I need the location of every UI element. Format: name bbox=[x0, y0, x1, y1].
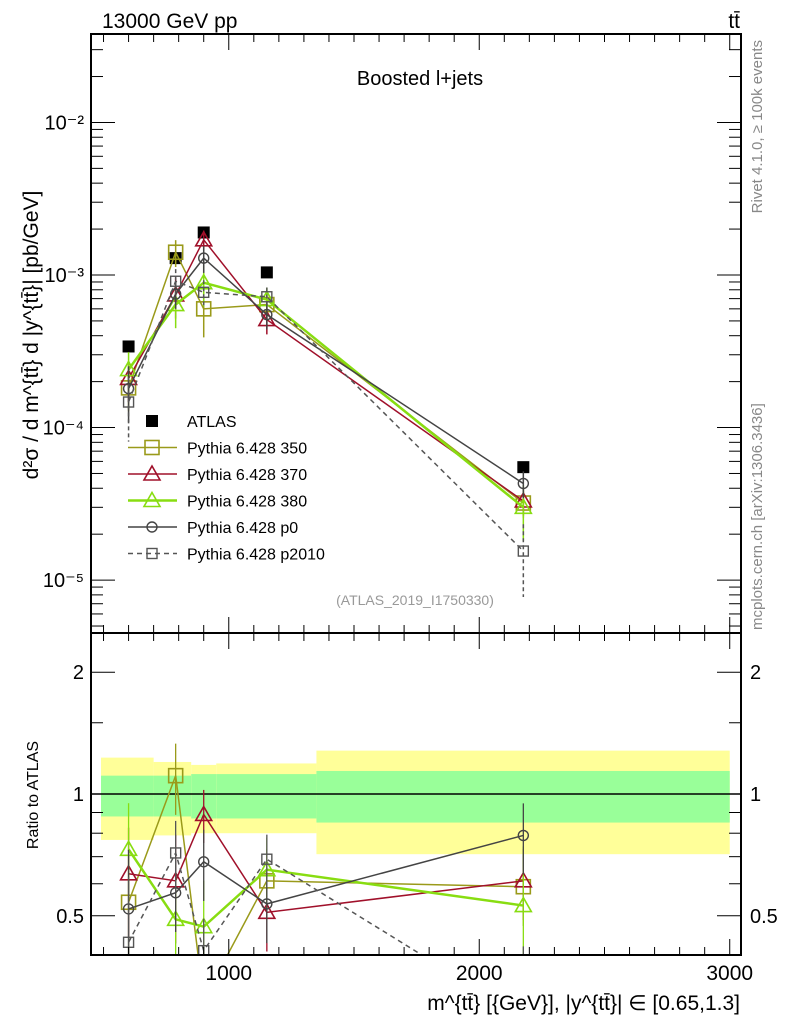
data-point-marker bbox=[198, 286, 210, 299]
analysis-id: (ATLAS_2019_I1750330) bbox=[336, 592, 494, 608]
data-point-marker bbox=[142, 490, 162, 508]
data-point-marker bbox=[142, 464, 162, 481]
ratio-plot-data bbox=[119, 743, 533, 1007]
data-point-marker bbox=[261, 853, 273, 865]
data-point-marker bbox=[122, 396, 135, 408]
data-point-marker bbox=[197, 993, 211, 1007]
data-point-marker bbox=[260, 266, 273, 279]
series-pythia-6.428-380 bbox=[119, 265, 533, 542]
legend-label: Pythia 6.428 350 bbox=[187, 441, 307, 458]
main-frame bbox=[90, 33, 742, 634]
legend-entry: Pythia 6.428 p0 bbox=[128, 520, 298, 537]
data-point-marker bbox=[194, 804, 214, 822]
data-point-marker bbox=[146, 415, 158, 427]
axes: 1000 2000 3000 10⁻² 10⁻³ 10⁻⁴ 10⁻⁵ 2 2 1 1 0.5 0.5 bbox=[43, 33, 778, 985]
rivet-label: Rivet 4.1.0, ≥ 100k events bbox=[749, 40, 766, 213]
xlabel: m^{tt̄} [{GeV}], |y^{tt̄}| ∈ [0.65,1.3] bbox=[427, 992, 740, 1015]
ratio-ylabel: Ratio to ATLAS bbox=[25, 741, 42, 849]
y-tick-label: 10⁻³ bbox=[45, 265, 85, 287]
legend-label: Pythia 6.428 380 bbox=[187, 494, 307, 511]
data-point-marker bbox=[198, 252, 210, 264]
data-point-marker bbox=[517, 477, 530, 490]
data-point-marker bbox=[167, 767, 184, 784]
data-point-marker bbox=[169, 847, 182, 859]
y-tick-label: 10⁻² bbox=[45, 112, 85, 134]
stat-uncertainty-band bbox=[101, 775, 154, 817]
legend-label: ATLAS bbox=[187, 414, 237, 431]
stat-uncertainty-band bbox=[153, 775, 192, 817]
ratio-series-pythia-6.428-p0 bbox=[122, 803, 530, 955]
series-pythia-6.428-370 bbox=[119, 230, 533, 516]
ratio-y-tick-label: 2 bbox=[73, 662, 84, 684]
data-point-marker bbox=[261, 898, 273, 910]
data-point-marker bbox=[198, 856, 210, 868]
legend-entry: Pythia 6.428 p2010 bbox=[128, 547, 325, 564]
main-plot-data bbox=[119, 226, 533, 597]
header-process: tt̄ bbox=[728, 10, 740, 33]
legend-label: Pythia 6.428 p2010 bbox=[187, 547, 325, 564]
series-line bbox=[127, 250, 524, 504]
x-tick-label: 3000 bbox=[706, 962, 753, 985]
ratio-y-tick-label-right: 0.5 bbox=[750, 906, 778, 928]
mcplots-label: mcplots.cern.ch [arXiv:1306.3436] bbox=[749, 403, 766, 630]
y-tick-label: 10⁻⁴ bbox=[43, 418, 84, 440]
ratio-y-tick-label-right: 1 bbox=[750, 784, 761, 806]
data-point-marker bbox=[513, 895, 533, 913]
legend-entry: Pythia 6.428 370 bbox=[128, 464, 307, 484]
data-point-marker bbox=[144, 439, 160, 456]
data-point-marker bbox=[261, 291, 273, 303]
legend-entry: Pythia 6.428 350 bbox=[128, 439, 307, 458]
data-point-marker bbox=[146, 521, 158, 533]
legend-entry: ATLAS bbox=[146, 414, 237, 431]
ratio-bands bbox=[91, 750, 741, 855]
legend-entry: Pythia 6.428 380 bbox=[128, 490, 307, 511]
main-ylabel: d²σ / d m^{tt̄} d |y^{tt̄}| [pb/GeV] bbox=[20, 191, 43, 480]
data-point-marker bbox=[198, 944, 210, 955]
data-point-marker bbox=[169, 288, 182, 300]
legend: ATLAS Pythia 6.428 350 Pythia 6.428 370 Pyt… bbox=[128, 414, 325, 564]
header-energy: 13000 GeV pp bbox=[102, 10, 237, 33]
ratio-y-tick-label: 1 bbox=[73, 784, 84, 806]
y-tick-label: 10⁻⁵ bbox=[43, 570, 84, 592]
data-point-marker bbox=[261, 308, 273, 321]
data-point-marker bbox=[146, 547, 158, 560]
data-point-marker bbox=[194, 230, 214, 247]
data-point-marker bbox=[517, 545, 530, 557]
series-line bbox=[127, 280, 524, 552]
legend-label: Pythia 6.428 370 bbox=[187, 467, 307, 484]
data-point-marker bbox=[513, 497, 533, 515]
x-tick-label: 2000 bbox=[456, 962, 503, 985]
data-point-marker bbox=[517, 829, 530, 842]
data-point-marker bbox=[517, 461, 530, 474]
plot-title: Boosted l+jets bbox=[357, 68, 483, 90]
data-point-marker bbox=[122, 340, 135, 353]
data-point-marker bbox=[167, 244, 184, 261]
data-point-marker bbox=[169, 275, 182, 287]
ratio-y-tick-label: 0.5 bbox=[56, 906, 84, 928]
series-pythia-6.428-p2010 bbox=[122, 269, 530, 597]
stat-uncertainty-band bbox=[216, 774, 317, 819]
x-tick-label: 1000 bbox=[205, 962, 252, 985]
legend-label: Pythia 6.428 p0 bbox=[187, 520, 298, 537]
ratio-y-tick-label-right: 2 bbox=[750, 662, 761, 684]
